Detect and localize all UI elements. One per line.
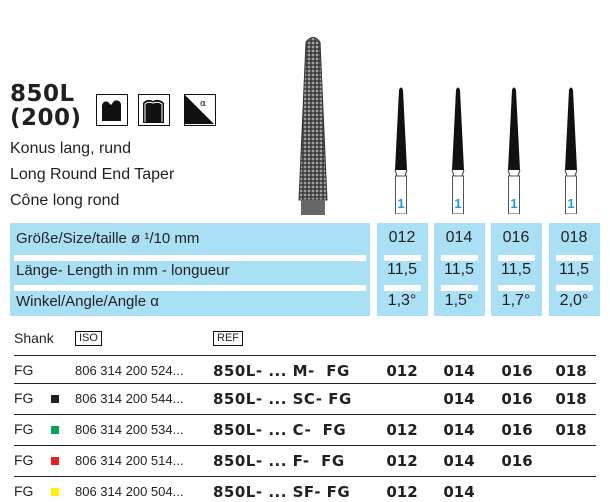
ref-number: 850L- ... F- FG	[213, 452, 345, 470]
iso-number: 806 314 200 524...	[75, 363, 184, 378]
product-name-fr: Cône long rond	[10, 192, 120, 209]
available-size[interactable]: 016	[501, 390, 533, 408]
row-divider	[14, 383, 596, 384]
available-size[interactable]: 016	[501, 362, 533, 380]
ref-number: 850L- ... M- FG	[213, 362, 350, 380]
available-size[interactable]: 012	[386, 483, 418, 501]
iso-header: ISO	[75, 331, 102, 346]
divider	[441, 285, 478, 291]
size-marker: 1	[397, 196, 404, 211]
divider	[441, 255, 478, 261]
available-size[interactable]: 014	[443, 421, 475, 439]
available-size[interactable]: 012	[386, 362, 418, 380]
shank-header: Shank	[14, 330, 54, 346]
available-size[interactable]: 012	[386, 452, 418, 470]
size-column	[434, 223, 485, 316]
available-size[interactable]: 014	[443, 483, 475, 501]
ref-number: 850L- ... SF- FG	[213, 483, 351, 501]
divider	[14, 285, 366, 291]
size-value: 018	[560, 229, 588, 246]
divider	[498, 285, 535, 291]
divider	[556, 255, 593, 261]
size-label: Größe/Size/taille ø ¹/10 mm	[16, 230, 200, 247]
available-size[interactable]: 012	[386, 421, 418, 439]
row-divider	[14, 476, 596, 477]
available-size[interactable]: 014	[443, 362, 475, 380]
available-size[interactable]: 016	[501, 421, 533, 439]
size-column	[549, 223, 600, 316]
available-size[interactable]: 018	[555, 362, 587, 380]
bur-silhouette: 1	[451, 87, 465, 214]
size-value: 012	[388, 229, 416, 246]
product-name-en: Long Round End Taper	[10, 166, 175, 183]
size-column	[377, 223, 428, 316]
divider	[384, 255, 421, 261]
iso-number: 806 314 200 534...	[75, 422, 184, 437]
product-name-de: Konus lang, rund	[10, 140, 131, 157]
shank-type: FG	[14, 483, 34, 499]
product-code: 850L	[10, 81, 75, 107]
tooth-crown-prep-icon	[96, 94, 128, 126]
svg-text:α: α	[200, 99, 206, 109]
available-size[interactable]: 018	[555, 421, 587, 439]
taper-angle-icon: α	[184, 94, 216, 126]
grit-color-swatch	[51, 457, 59, 465]
bur-silhouette: 1	[507, 87, 521, 214]
size-value: 016	[502, 229, 530, 246]
iso-number: 806 314 200 504...	[75, 484, 184, 499]
product-iso-code: (200)	[10, 105, 82, 131]
shank-type: FG	[14, 452, 34, 468]
divider	[498, 255, 535, 261]
angle-value: 1,3°	[387, 292, 417, 309]
iso-number: 806 314 200 514...	[75, 453, 184, 468]
available-size[interactable]: 014	[443, 390, 475, 408]
length-value: 11,5	[501, 261, 531, 278]
shank-type: FG	[14, 390, 34, 406]
available-size[interactable]: 014	[443, 452, 475, 470]
divider	[14, 255, 366, 261]
shank-type: FG	[14, 421, 34, 437]
shank-type: FG	[14, 362, 34, 378]
diamond-bur-image	[298, 37, 328, 215]
length-label: Länge- Length in mm - longueur	[16, 262, 230, 279]
divider	[384, 285, 421, 291]
available-size[interactable]: 016	[501, 452, 533, 470]
size-marker: 1	[510, 196, 517, 211]
grit-color-swatch	[51, 488, 59, 496]
angle-label: Winkel/Angle/Angle α	[16, 293, 159, 310]
size-value: 014	[445, 229, 473, 246]
spec-label-panel	[10, 223, 370, 316]
ref-header: REF	[213, 331, 243, 346]
bur-silhouette: 1	[394, 87, 408, 214]
angle-value: 1,7°	[501, 292, 531, 309]
angle-value: 2,0°	[559, 292, 589, 309]
angle-value: 1,5°	[444, 292, 474, 309]
available-size[interactable]: 018	[555, 390, 587, 408]
size-marker: 1	[567, 196, 574, 211]
length-value: 11,5	[444, 261, 474, 278]
ref-number: 850L- ... C- FG	[213, 421, 347, 439]
length-value: 11,5	[387, 261, 417, 278]
divider	[556, 285, 593, 291]
row-divider	[14, 445, 596, 446]
row-divider	[14, 414, 596, 415]
size-marker: 1	[454, 196, 461, 211]
grit-color-swatch	[51, 395, 59, 403]
crown-bridge-icon	[138, 94, 170, 126]
grit-color-swatch	[51, 426, 59, 434]
ref-number: 850L- ... SC- FG	[213, 390, 352, 408]
iso-number: 806 314 200 544...	[75, 391, 184, 406]
size-column	[491, 223, 542, 316]
bur-silhouette: 1	[564, 87, 578, 214]
length-value: 11,5	[559, 261, 589, 278]
row-divider	[14, 355, 596, 356]
